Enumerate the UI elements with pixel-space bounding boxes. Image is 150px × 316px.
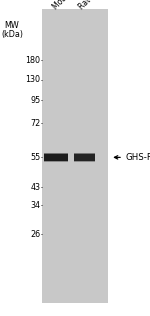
Bar <box>44 152 68 154</box>
Bar <box>42 9 108 303</box>
Text: 43: 43 <box>30 183 40 191</box>
Text: Mouse brain: Mouse brain <box>51 0 91 11</box>
Bar <box>74 153 94 162</box>
Text: 26: 26 <box>30 230 40 239</box>
Bar <box>44 161 68 162</box>
Text: 34: 34 <box>30 201 40 210</box>
Bar <box>74 161 94 162</box>
Text: GHS-R1: GHS-R1 <box>126 153 150 162</box>
Bar <box>74 152 94 154</box>
Bar <box>74 161 94 162</box>
Bar <box>44 153 68 162</box>
Text: 55: 55 <box>30 153 40 162</box>
Text: 95: 95 <box>30 96 40 105</box>
Bar <box>44 161 68 162</box>
Text: 130: 130 <box>26 75 40 84</box>
Text: 72: 72 <box>30 119 40 128</box>
Text: 180: 180 <box>26 56 40 64</box>
Text: Rat brain: Rat brain <box>77 0 108 11</box>
Text: MW
(kDa): MW (kDa) <box>1 21 23 39</box>
